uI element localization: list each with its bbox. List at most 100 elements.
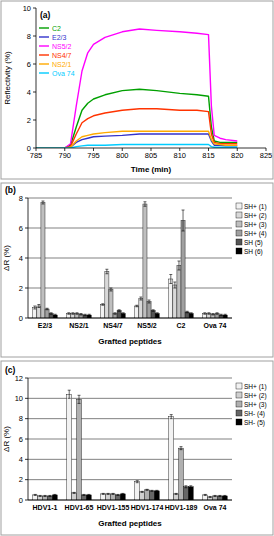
x-tick-label: 800 bbox=[116, 151, 129, 160]
x-tick-label: HDV1-1 bbox=[33, 504, 58, 511]
error-stem bbox=[122, 493, 123, 494]
y-tick bbox=[33, 92, 36, 93]
bar bbox=[45, 309, 49, 318]
legend-swatch bbox=[236, 212, 242, 218]
error-cap bbox=[105, 269, 108, 270]
y-tick bbox=[33, 148, 36, 149]
y-axis-title: ΔR (%) bbox=[2, 245, 11, 271]
error-cap bbox=[141, 492, 144, 493]
error-bar bbox=[184, 486, 187, 488]
error-bar bbox=[189, 486, 192, 488]
error-bar bbox=[204, 494, 207, 495]
x-axis-title: Grafted peptides bbox=[98, 519, 162, 528]
series-line bbox=[36, 29, 237, 148]
error-bar bbox=[53, 494, 56, 495]
grid-line bbox=[28, 228, 232, 229]
error-cap bbox=[48, 495, 51, 496]
bar bbox=[219, 315, 223, 318]
error-bar bbox=[141, 491, 144, 492]
error-cap bbox=[107, 494, 110, 495]
error-cap bbox=[216, 312, 219, 313]
error-cap bbox=[216, 314, 219, 315]
x-tick-label: HDV1-65 bbox=[65, 504, 94, 511]
error-stem bbox=[157, 313, 158, 315]
error-cap bbox=[182, 210, 185, 211]
grid-line bbox=[28, 398, 232, 399]
series-line bbox=[36, 109, 237, 148]
y-tick bbox=[25, 258, 28, 259]
panel-title: (a) bbox=[40, 10, 51, 20]
error-cap bbox=[107, 493, 110, 494]
error-stem bbox=[144, 202, 145, 207]
bar bbox=[72, 493, 77, 500]
bar bbox=[215, 314, 219, 319]
error-cap bbox=[87, 495, 90, 496]
error-bar bbox=[107, 493, 110, 494]
error-cap bbox=[224, 315, 227, 316]
error-stem bbox=[185, 486, 186, 488]
error-cap bbox=[148, 300, 151, 301]
error-cap bbox=[190, 314, 193, 315]
error-cap bbox=[87, 494, 90, 495]
error-cap bbox=[118, 311, 121, 312]
error-bar bbox=[223, 495, 226, 496]
bar bbox=[49, 314, 53, 319]
y-tick bbox=[25, 198, 28, 199]
error-cap bbox=[73, 493, 76, 494]
error-cap bbox=[152, 309, 155, 310]
x-axis-title: Grafted peptides bbox=[98, 337, 162, 346]
bar bbox=[140, 492, 145, 500]
panel: 02468ΔR (%)Grafted peptidesE2/3NS2/1NS4/… bbox=[1, 183, 273, 357]
panel-frame bbox=[1, 361, 273, 535]
error-stem bbox=[74, 492, 75, 493]
error-cap bbox=[156, 312, 159, 313]
x-tick-label: E2/3 bbox=[38, 322, 53, 329]
legend-label: NS4/7 bbox=[52, 52, 72, 59]
error-cap bbox=[37, 307, 40, 308]
error-bar bbox=[80, 314, 83, 316]
error-stem bbox=[142, 491, 143, 492]
error-cap bbox=[190, 312, 193, 313]
legend-swatch bbox=[39, 54, 49, 55]
error-cap bbox=[207, 312, 210, 313]
error-cap bbox=[54, 314, 57, 315]
error-cap bbox=[67, 314, 70, 315]
error-stem bbox=[110, 288, 111, 291]
bar bbox=[188, 487, 193, 500]
error-cap bbox=[184, 485, 187, 486]
bar bbox=[177, 266, 181, 319]
bar bbox=[67, 394, 72, 500]
error-bar bbox=[216, 313, 219, 315]
error-stem bbox=[187, 311, 188, 313]
bar bbox=[47, 496, 52, 500]
error-cap bbox=[189, 485, 192, 486]
x-tick-label: NS2/1 bbox=[69, 322, 89, 329]
bar bbox=[86, 495, 91, 500]
error-cap bbox=[175, 494, 178, 495]
error-bar bbox=[33, 306, 36, 309]
x-tick-label: C2 bbox=[177, 322, 186, 329]
legend-swatch bbox=[236, 221, 242, 227]
error-stem bbox=[219, 495, 220, 496]
error-bar bbox=[170, 415, 173, 419]
bar bbox=[181, 221, 185, 319]
error-stem bbox=[85, 314, 86, 316]
y-tick-label: 8 bbox=[19, 194, 23, 203]
error-cap bbox=[169, 283, 172, 284]
error-cap bbox=[109, 291, 112, 292]
error-cap bbox=[136, 480, 139, 481]
y-tick bbox=[33, 120, 36, 121]
legend-swatch bbox=[39, 63, 49, 64]
error-stem bbox=[210, 496, 211, 497]
grid-line bbox=[28, 318, 232, 319]
error-cap bbox=[150, 491, 153, 492]
bar bbox=[106, 494, 111, 500]
x-tick-label: 815 bbox=[202, 151, 215, 160]
legend-swatch bbox=[236, 239, 242, 245]
bar bbox=[149, 491, 154, 500]
y-tick-label: 10 bbox=[23, 4, 31, 13]
legend-swatch bbox=[236, 383, 242, 389]
bar bbox=[121, 314, 125, 319]
error-cap bbox=[116, 495, 119, 496]
error-stem bbox=[54, 494, 55, 495]
